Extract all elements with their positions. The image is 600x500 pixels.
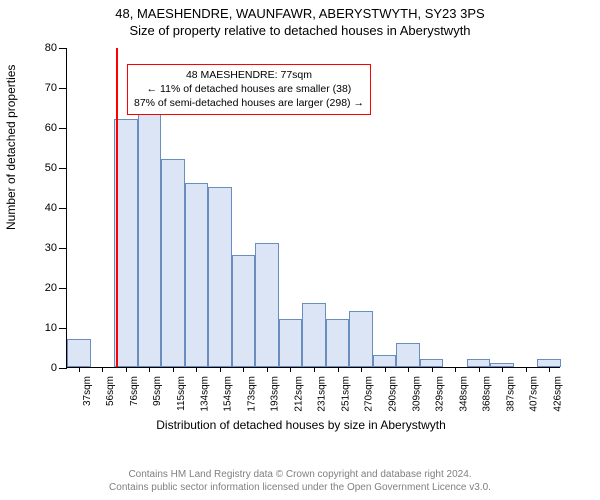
y-tick [59, 288, 67, 289]
y-tick-label: 30 [45, 242, 57, 254]
x-tick [290, 367, 291, 372]
y-tick [59, 48, 67, 49]
y-tick [59, 328, 67, 329]
x-tick [455, 367, 456, 372]
histogram-bar [138, 103, 162, 367]
x-axis-label: Distribution of detached houses by size … [36, 418, 566, 432]
histogram-bar [326, 319, 350, 367]
x-tick-label: 37sqm [82, 376, 93, 406]
x-tick [408, 367, 409, 372]
histogram-bar [302, 303, 326, 367]
x-tick-label: 251sqm [341, 376, 352, 412]
chart-title-block: 48, MAESHENDRE, WAUNFAWR, ABERYSTWYTH, S… [0, 0, 600, 38]
y-tick [59, 128, 67, 129]
x-tick-label: 154sqm [223, 376, 234, 412]
chart-title-line1: 48, MAESHENDRE, WAUNFAWR, ABERYSTWYTH, S… [0, 6, 600, 21]
footer-line2: Contains public sector information licen… [0, 481, 600, 494]
x-tick-label: 348sqm [458, 376, 469, 412]
x-tick [479, 367, 480, 372]
footer-attribution: Contains HM Land Registry data © Crown c… [0, 468, 600, 494]
x-tick [267, 367, 268, 372]
chart-area: 0 10 20 30 40 50 60 70 80 37sqm 56sqm 76sqm 95sqm 115… [36, 42, 566, 412]
x-tick-label: 387sqm [505, 376, 516, 412]
y-tick-label: 70 [45, 82, 57, 94]
x-tick-label: 193sqm [270, 376, 281, 412]
histogram-bar [396, 343, 420, 367]
x-tick [432, 367, 433, 372]
x-tick [196, 367, 197, 372]
x-tick [173, 367, 174, 372]
histogram-bar [255, 243, 279, 367]
property-marker-line [116, 48, 118, 367]
x-tick-label: 368sqm [482, 376, 493, 412]
histogram-bar [537, 359, 561, 367]
histogram-bar [208, 187, 232, 367]
x-tick-label: 173sqm [246, 376, 257, 412]
y-tick-label: 60 [45, 122, 57, 134]
histogram-bar [279, 319, 303, 367]
x-tick [361, 367, 362, 372]
footer-line1: Contains HM Land Registry data © Crown c… [0, 468, 600, 481]
annotation-line1: 48 MAESHENDRE: 77sqm [134, 68, 364, 82]
histogram-bar [185, 183, 209, 367]
x-tick [549, 367, 550, 372]
x-tick [502, 367, 503, 372]
y-tick-label: 0 [51, 362, 57, 374]
x-tick [102, 367, 103, 372]
y-tick [59, 248, 67, 249]
y-tick-label: 20 [45, 282, 57, 294]
histogram-bar [420, 359, 444, 367]
x-tick-label: 56sqm [105, 376, 116, 406]
x-tick-label: 231sqm [317, 376, 328, 412]
histogram-bar [373, 355, 397, 367]
x-tick-label: 270sqm [364, 376, 375, 412]
x-tick-label: 407sqm [529, 376, 540, 412]
annotation-box: 48 MAESHENDRE: 77sqm← 11% of detached ho… [127, 64, 371, 115]
x-tick [338, 367, 339, 372]
x-tick-label: 329sqm [435, 376, 446, 412]
histogram-bar [161, 159, 185, 367]
x-tick [126, 367, 127, 372]
histogram-bar [232, 255, 256, 367]
histogram-bar [67, 339, 91, 367]
x-tick [243, 367, 244, 372]
y-tick [59, 88, 67, 89]
x-tick [149, 367, 150, 372]
annotation-line3: 87% of semi-detached houses are larger (… [134, 96, 364, 110]
x-tick-label: 76sqm [129, 376, 140, 406]
x-tick-label: 115sqm [176, 376, 187, 411]
x-tick-label: 212sqm [293, 376, 304, 412]
x-tick-label: 309sqm [411, 376, 422, 412]
x-tick [79, 367, 80, 372]
y-tick-label: 80 [45, 42, 57, 54]
x-tick-label: 95sqm [152, 376, 163, 406]
annotation-line2: ← 11% of detached houses are smaller (38… [134, 82, 364, 96]
histogram-bar [349, 311, 373, 367]
x-tick-label: 134sqm [199, 376, 210, 412]
y-tick [59, 208, 67, 209]
x-tick [220, 367, 221, 372]
plot-region: 0102030405060708037sqm56sqm76sqm95sqm115… [66, 48, 560, 368]
y-tick-label: 10 [45, 322, 57, 334]
y-tick-label: 40 [45, 202, 57, 214]
y-tick-label: 50 [45, 162, 57, 174]
x-tick [314, 367, 315, 372]
x-tick [385, 367, 386, 372]
y-tick [59, 368, 67, 369]
y-axis-label: Number of detached properties [4, 65, 18, 230]
x-tick-label: 290sqm [388, 376, 399, 412]
x-tick [526, 367, 527, 372]
y-tick [59, 168, 67, 169]
histogram-bar [467, 359, 491, 367]
chart-title-line2: Size of property relative to detached ho… [0, 23, 600, 38]
x-tick-label: 426sqm [552, 376, 563, 412]
